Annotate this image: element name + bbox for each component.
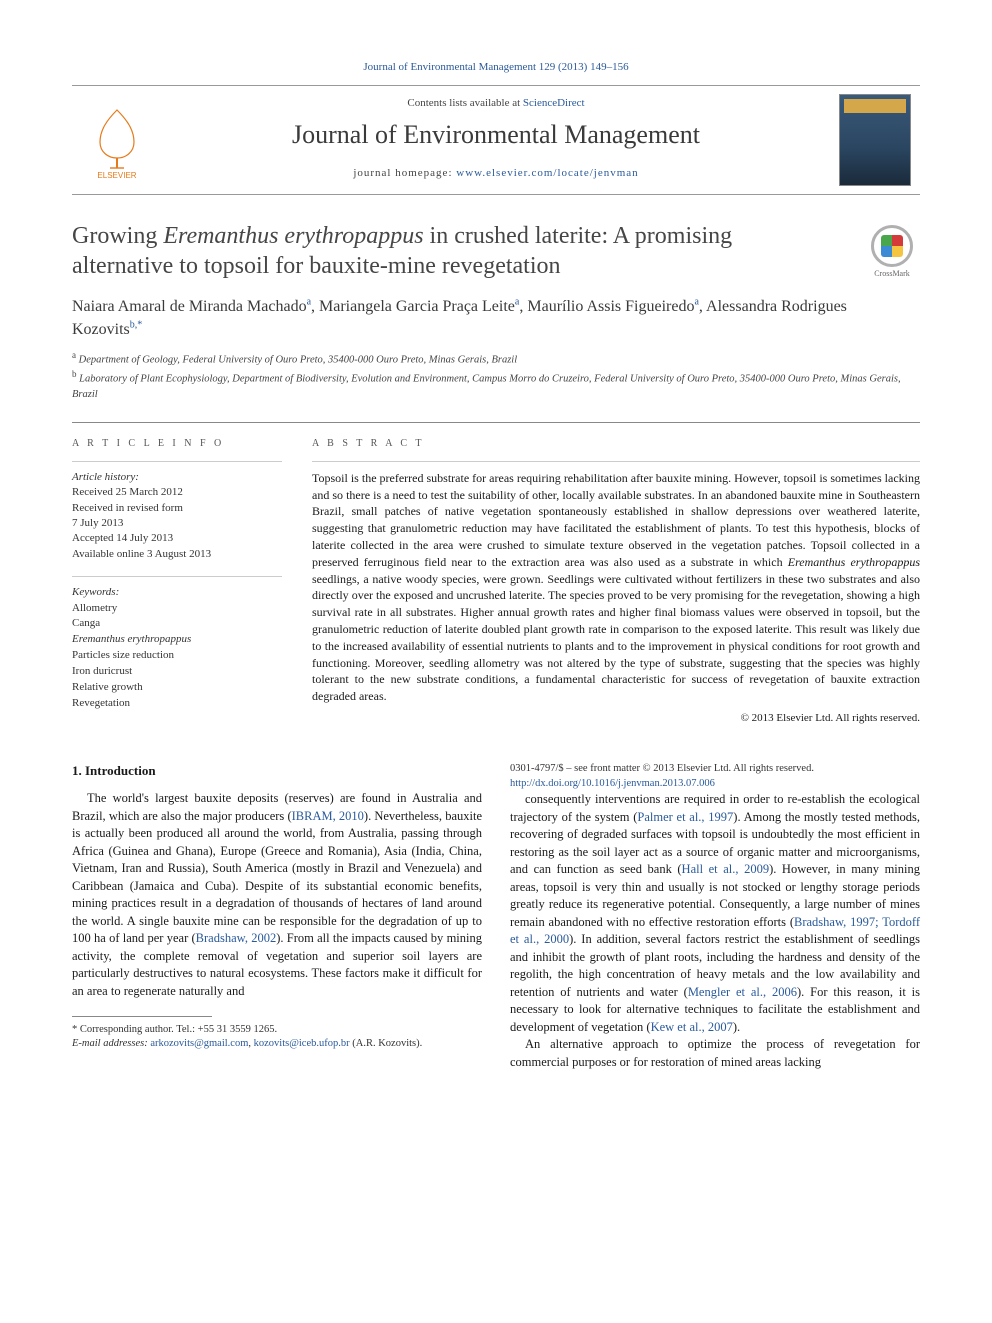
keywords-heading: Keywords:	[72, 586, 119, 598]
article-history-block: Article history: Received 25 March 2012 …	[72, 461, 282, 562]
contents-available-line: Contents lists available at ScienceDirec…	[170, 96, 822, 111]
article-info-column: A R T I C L E I N F O Article history: R…	[72, 437, 282, 726]
crossmark-circle-icon	[871, 225, 913, 267]
affiliations-block: a Department of Geology, Federal Univers…	[72, 349, 920, 402]
keyword: Revegetation	[72, 697, 130, 709]
history-line: Received 25 March 2012	[72, 486, 183, 498]
publisher-logo-container: ELSEVIER	[72, 86, 162, 194]
keywords-block: Keywords: Allometry Canga Eremanthus ery…	[72, 576, 282, 712]
journal-homepage-link[interactable]: www.elsevier.com/locate/jenvman	[456, 167, 638, 179]
keyword: Iron duricrust	[72, 665, 132, 677]
footnotes-block: * Corresponding author. Tel.: +55 31 355…	[72, 1023, 482, 1051]
body-paragraph: An alternative approach to optimize the …	[510, 1036, 920, 1071]
body-two-column: 1. Introduction The world's largest baux…	[72, 762, 920, 1071]
history-line: Received in revised form	[72, 502, 183, 514]
abstract-column: A B S T R A C T Topsoil is the preferred…	[312, 437, 920, 726]
article-history-heading: Article history:	[72, 471, 139, 483]
keyword: Canga	[72, 617, 100, 629]
body-paragraph: consequently interventions are required …	[510, 791, 920, 1036]
affiliation-a: a Department of Geology, Federal Univers…	[72, 349, 920, 368]
authors-line: Naiara Amaral de Miranda Machadoa, Maria…	[72, 295, 920, 341]
corresponding-author-note: * Corresponding author. Tel.: +55 31 355…	[72, 1023, 482, 1037]
page-root: Journal of Environmental Management 129 …	[0, 0, 992, 1111]
journal-homepage-line: journal homepage: www.elsevier.com/locat…	[170, 166, 822, 181]
history-line: Available online 3 August 2013	[72, 548, 211, 560]
keyword: Eremanthus erythropappus	[72, 633, 191, 645]
sciencedirect-link[interactable]: ScienceDirect	[523, 97, 585, 109]
crossmark-inner-icon	[881, 235, 903, 257]
email-addresses-line: E-mail addresses: arkozovits@gmail.com, …	[72, 1037, 482, 1051]
body-paragraph: The world's largest bauxite deposits (re…	[72, 790, 482, 1000]
keywords-list: Allometry Canga Eremanthus erythropappus…	[72, 601, 282, 713]
info-abstract-row: A R T I C L E I N F O Article history: R…	[72, 422, 920, 726]
journal-name: Journal of Environmental Management	[170, 117, 822, 152]
abstract-label: A B S T R A C T	[312, 437, 920, 451]
keyword: Particles size reduction	[72, 649, 174, 661]
history-line: 7 July 2013	[72, 517, 123, 529]
abstract-copyright: © 2013 Elsevier Ltd. All rights reserved…	[312, 711, 920, 726]
article-info-label: A R T I C L E I N F O	[72, 437, 282, 451]
crossmark-badge[interactable]: CrossMark	[864, 225, 920, 281]
abstract-text: Topsoil is the preferred substrate for a…	[312, 461, 920, 705]
article-title: Growing Eremanthus erythropappus in crus…	[72, 221, 792, 281]
footnote-separator	[72, 1016, 212, 1017]
masthead-center: Contents lists available at ScienceDirec…	[162, 86, 830, 194]
affiliation-b: b Laboratory of Plant Ecophysiology, Dep…	[72, 368, 920, 402]
keyword: Allometry	[72, 602, 117, 614]
front-matter-line: 0301-4797/$ – see front matter © 2013 El…	[510, 762, 920, 777]
elsevier-tree-logo-icon: ELSEVIER	[82, 100, 152, 180]
journal-cover-thumb-icon	[839, 94, 911, 186]
publisher-name: ELSEVIER	[97, 171, 136, 180]
journal-cover-container	[830, 86, 920, 194]
doi-link[interactable]: http://dx.doi.org/10.1016/j.jenvman.2013…	[510, 778, 715, 789]
citation-link[interactable]: Journal of Environmental Management 129 …	[363, 61, 628, 73]
masthead: ELSEVIER Contents lists available at Sci…	[72, 85, 920, 195]
keyword: Relative growth	[72, 681, 143, 693]
history-line: Accepted 14 July 2013	[72, 532, 173, 544]
title-block: Growing Eremanthus erythropappus in crus…	[72, 221, 920, 281]
citation-line: Journal of Environmental Management 129 …	[72, 60, 920, 75]
crossmark-label: CrossMark	[864, 269, 920, 280]
section-heading-introduction: 1. Introduction	[72, 762, 482, 780]
footer-block: 0301-4797/$ – see front matter © 2013 El…	[510, 762, 920, 791]
